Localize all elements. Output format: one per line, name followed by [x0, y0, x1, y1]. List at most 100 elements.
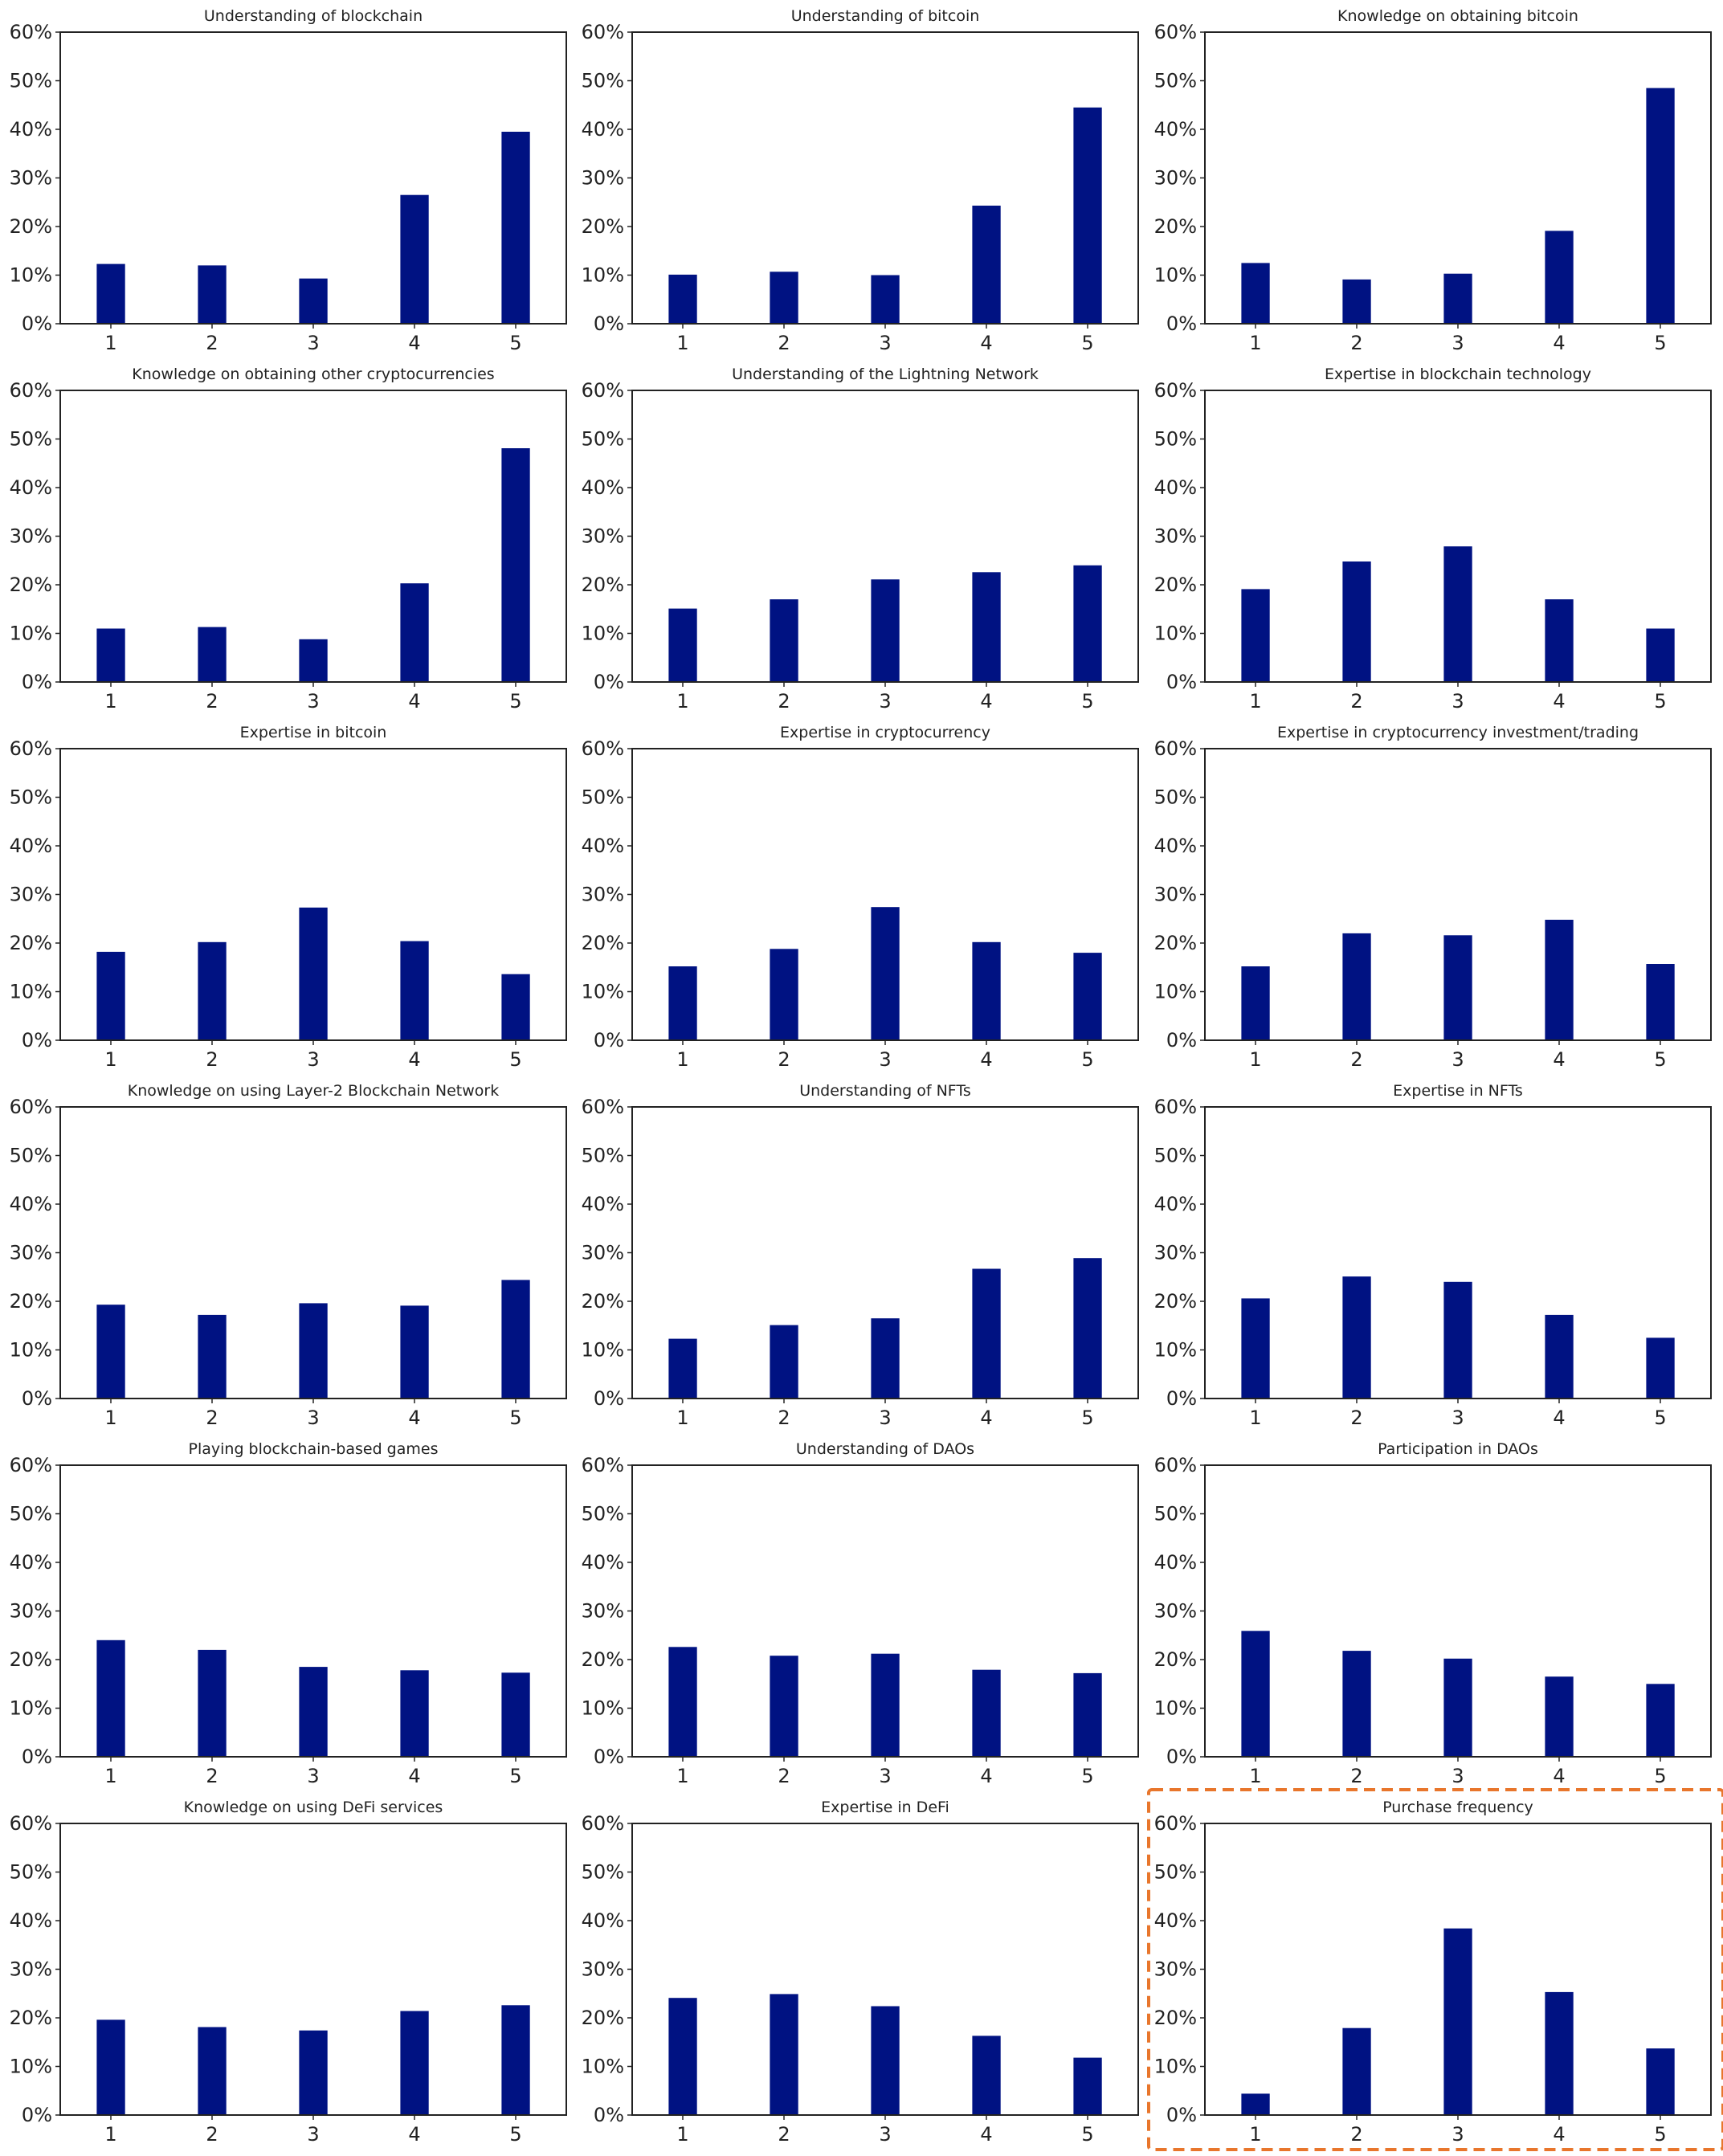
y-tick-label: 0%: [594, 1029, 624, 1051]
x-tick-label: 3: [1451, 1765, 1464, 1787]
chart-panel: Expertise in cryptocurrency 0% 10% 20% 30% 40…: [582, 724, 1139, 1071]
bar: [400, 2011, 429, 2115]
x-tick-label: 4: [1553, 1407, 1565, 1429]
y-tick-label: 50%: [10, 1861, 52, 1884]
x-tick-label: 3: [879, 690, 891, 713]
chart-title: Expertise in bitcoin: [240, 724, 387, 741]
y-tick-label: 30%: [582, 1958, 624, 1981]
x-tick-label: 3: [307, 690, 319, 713]
bar: [96, 1639, 125, 1757]
x-tick-label: 5: [509, 2123, 521, 2146]
y-tick-label: 10%: [1154, 623, 1197, 645]
y-tick-label: 40%: [582, 835, 624, 857]
y-tick-label: 10%: [582, 1339, 624, 1362]
x-tick-label: 2: [778, 1765, 790, 1787]
bar: [1443, 1928, 1472, 2115]
y-tick-label: 40%: [1154, 118, 1197, 141]
x-tick-label: 5: [509, 1407, 521, 1429]
x-tick-label: 2: [1350, 2123, 1362, 2146]
y-tick-label: 10%: [10, 981, 52, 1003]
y-tick-label: 20%: [10, 574, 52, 596]
chart-panel: Expertise in bitcoin 0% 10% 20% 30% 40% 50% 60%…: [10, 724, 567, 1071]
bar: [1545, 1314, 1574, 1399]
bar: [1342, 561, 1371, 682]
chart-title: Understanding of blockchain: [204, 7, 423, 25]
y-tick-label: 20%: [1154, 932, 1197, 954]
chart-panel: Knowledge on using Layer-2 Blockchain Ne…: [10, 1082, 567, 1429]
bar: [1646, 88, 1675, 324]
y-tick-label: 0%: [22, 1746, 52, 1768]
bar: [299, 1303, 328, 1399]
y-tick-label: 50%: [1154, 1145, 1197, 1167]
x-tick-label: 2: [778, 1048, 790, 1071]
x-tick-label: 1: [104, 1407, 116, 1429]
y-tick-label: 0%: [1166, 1387, 1197, 1410]
x-tick-label: 5: [1081, 332, 1093, 354]
chart-title: Playing blockchain-based games: [189, 1440, 439, 1458]
bar: [770, 272, 798, 324]
x-tick-label: 4: [1553, 690, 1565, 713]
y-tick-label: 30%: [10, 1600, 52, 1623]
y-tick-label: 50%: [582, 428, 624, 451]
x-tick-label: 4: [1553, 1765, 1565, 1787]
chart-panel: Knowledge on obtaining bitcoin 0% 10% 20% 30…: [1154, 7, 1712, 354]
y-tick-label: 10%: [1154, 981, 1197, 1003]
bar: [871, 275, 900, 324]
bar: [1342, 1276, 1371, 1399]
bar: [972, 572, 1001, 682]
bar: [501, 1672, 530, 1757]
y-tick-label: 60%: [10, 1454, 52, 1476]
x-tick-label: 1: [1249, 690, 1261, 713]
x-tick-label: 5: [509, 690, 521, 713]
x-tick-label: 4: [980, 1407, 992, 1429]
y-tick-label: 50%: [582, 786, 624, 809]
x-tick-label: 1: [1249, 1765, 1261, 1787]
bar: [1241, 263, 1270, 324]
x-tick-label: 2: [206, 1407, 218, 1429]
y-tick-label: 40%: [10, 1909, 52, 1932]
y-tick-label: 30%: [1154, 1958, 1197, 1981]
bar: [1342, 279, 1371, 324]
bar: [1241, 966, 1270, 1040]
bar: [1545, 920, 1574, 1040]
bar: [871, 2006, 900, 2115]
bar: [96, 951, 125, 1040]
y-tick-label: 10%: [10, 623, 52, 645]
y-tick-label: 0%: [1166, 312, 1197, 335]
x-tick-label: 5: [509, 1048, 521, 1071]
chart-panel: Expertise in blockchain technology 0% 10% 2…: [1154, 365, 1712, 713]
x-tick-label: 4: [980, 332, 992, 354]
y-tick-label: 10%: [1154, 1339, 1197, 1362]
bar: [1443, 1281, 1472, 1399]
y-tick-label: 40%: [10, 1193, 52, 1215]
x-tick-label: 2: [1350, 332, 1362, 354]
bar: [1342, 2027, 1371, 2115]
bar: [668, 608, 697, 682]
chart-title: Expertise in NFTs: [1393, 1082, 1523, 1100]
x-tick-label: 3: [879, 1407, 891, 1429]
y-tick-label: 30%: [1154, 167, 1197, 190]
bar: [198, 265, 227, 324]
y-tick-label: 20%: [582, 932, 624, 954]
bar: [96, 263, 125, 324]
bar: [198, 1649, 227, 1757]
x-tick-label: 3: [1451, 332, 1464, 354]
x-tick-label: 3: [879, 2123, 891, 2146]
bar: [1545, 599, 1574, 682]
y-tick-label: 40%: [10, 1551, 52, 1574]
y-tick-label: 30%: [582, 1242, 624, 1264]
bar: [770, 949, 798, 1040]
y-tick-label: 30%: [1154, 1242, 1197, 1264]
bar: [299, 639, 328, 682]
x-tick-label: 1: [1249, 1407, 1261, 1429]
y-tick-label: 30%: [1154, 1600, 1197, 1623]
y-tick-label: 50%: [582, 1861, 624, 1884]
y-tick-label: 50%: [1154, 1861, 1197, 1884]
y-tick-label: 10%: [582, 1697, 624, 1720]
bar: [198, 627, 227, 682]
x-tick-label: 1: [1249, 2123, 1261, 2146]
y-tick-label: 10%: [1154, 264, 1197, 287]
x-tick-label: 3: [1451, 1407, 1464, 1429]
y-tick-label: 30%: [10, 1242, 52, 1264]
